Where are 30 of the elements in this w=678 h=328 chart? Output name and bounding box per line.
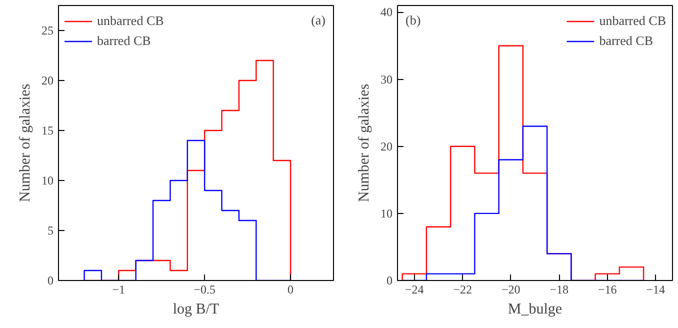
x-axis-title: log B/T <box>172 302 220 318</box>
y-tick-label: 20 <box>42 74 54 88</box>
x-tick-label: −0.5 <box>194 282 216 296</box>
x-tick-label: −16 <box>598 282 617 296</box>
y-tick-label: 5 <box>48 224 54 238</box>
y-tick-label: 0 <box>48 274 54 288</box>
y-axis-title: Number of galaxies <box>18 84 34 202</box>
legend-label: barred CB <box>599 33 653 49</box>
y-tick-label: 10 <box>42 174 54 188</box>
y-tick-label: 25 <box>42 24 54 38</box>
x-axis-title: M_bulge <box>508 302 562 318</box>
y-axis-title: Number of galaxies <box>356 84 372 202</box>
legend-label: unbarred CB <box>599 13 666 29</box>
x-tick-label: 0 <box>288 282 294 296</box>
y-tick-label: 10 <box>380 206 392 220</box>
annotation: (b) <box>406 12 421 28</box>
legend-label: barred CB <box>97 33 151 49</box>
y-tick-label: 0 <box>386 274 392 288</box>
legend-label: unbarred CB <box>97 13 164 29</box>
y-tick-label: 40 <box>380 5 392 20</box>
y-tick-label: 20 <box>380 139 392 154</box>
y-tick-label: 30 <box>380 72 392 86</box>
x-tick-label: −24 <box>405 282 424 296</box>
x-tick-label: −20 <box>501 282 520 296</box>
x-tick-label: −14 <box>646 282 666 296</box>
x-tick-label: −22 <box>453 282 472 296</box>
y-tick-label: 15 <box>42 124 54 138</box>
x-tick-label: −18 <box>550 282 569 296</box>
annotation: (a) <box>311 12 326 28</box>
x-tick-label: −1 <box>112 282 126 296</box>
